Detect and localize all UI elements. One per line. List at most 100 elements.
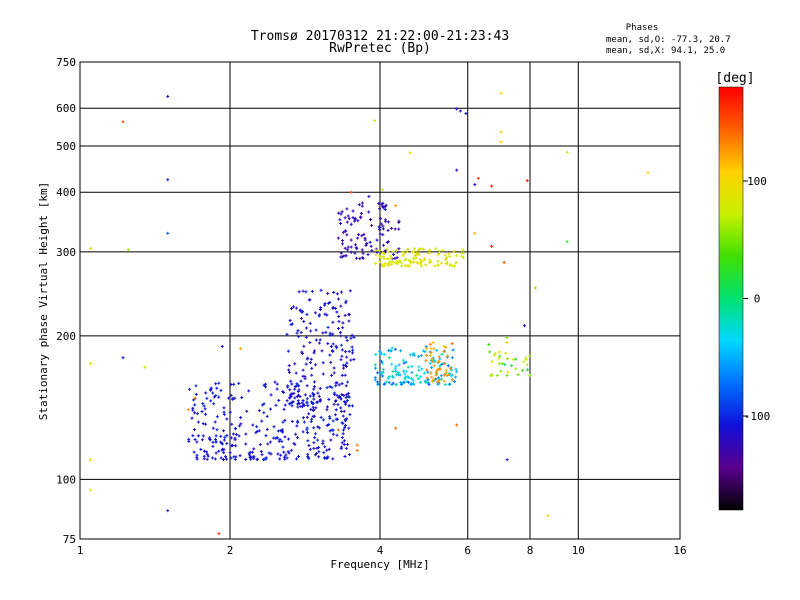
data-point <box>208 437 212 441</box>
data-point <box>406 365 410 369</box>
data-point <box>404 360 408 364</box>
data-point <box>405 380 409 384</box>
data-point <box>308 321 312 325</box>
data-point <box>126 248 130 252</box>
data-point <box>428 258 432 262</box>
data-point <box>325 423 329 427</box>
data-point <box>297 290 301 294</box>
data-point <box>317 341 321 345</box>
data-point <box>231 432 235 436</box>
data-point <box>339 397 343 401</box>
y-tick-label: 500 <box>56 140 76 153</box>
data-point <box>346 380 350 384</box>
data-point <box>498 362 502 366</box>
data-point <box>444 370 448 374</box>
data-point <box>437 381 441 385</box>
data-point <box>166 178 170 182</box>
data-point <box>321 331 325 335</box>
data-point <box>222 458 226 462</box>
data-point <box>301 374 305 378</box>
data-point <box>255 425 259 429</box>
data-point <box>309 361 313 365</box>
data-point <box>385 240 389 244</box>
data-point <box>321 361 325 365</box>
data-point <box>301 310 305 314</box>
data-point <box>306 356 310 360</box>
data-point <box>263 385 267 389</box>
data-point <box>214 451 218 455</box>
data-point <box>283 457 287 461</box>
data-point <box>416 377 420 381</box>
data-point <box>254 431 258 435</box>
data-point <box>288 388 292 392</box>
data-point <box>444 257 448 261</box>
data-point <box>351 216 355 220</box>
data-point <box>312 394 316 398</box>
data-point <box>495 373 499 377</box>
data-point <box>391 369 395 373</box>
data-point <box>494 351 498 355</box>
data-point <box>390 382 394 386</box>
data-point <box>376 371 380 375</box>
data-point <box>264 434 268 438</box>
data-point <box>427 381 431 385</box>
data-point <box>308 298 312 302</box>
data-point <box>346 245 350 249</box>
data-point <box>422 371 426 375</box>
data-point <box>436 259 440 263</box>
data-point <box>214 434 218 438</box>
data-point <box>336 428 340 432</box>
data-point <box>304 335 308 339</box>
data-point <box>374 248 378 252</box>
data-point <box>89 458 93 462</box>
data-point <box>355 247 359 251</box>
data-point <box>425 347 429 351</box>
data-point <box>201 434 205 438</box>
data-point <box>419 380 423 384</box>
data-point <box>434 377 438 381</box>
data-point <box>503 363 507 367</box>
data-point <box>212 402 216 406</box>
data-point <box>317 394 321 398</box>
data-point <box>343 216 347 220</box>
data-point <box>195 457 199 461</box>
data-point <box>310 400 314 404</box>
data-point <box>427 249 431 253</box>
data-point <box>342 254 346 258</box>
data-point <box>525 179 529 183</box>
data-point <box>321 418 325 422</box>
data-point <box>186 408 190 412</box>
data-point <box>387 348 391 352</box>
data-point <box>328 429 332 433</box>
data-point <box>435 348 439 352</box>
data-point <box>345 417 349 421</box>
data-point <box>275 436 279 440</box>
data-point <box>318 399 322 403</box>
data-point <box>451 378 455 382</box>
data-point <box>455 107 459 111</box>
data-point <box>305 415 309 419</box>
data-point <box>395 259 399 263</box>
data-point <box>329 360 333 364</box>
data-point <box>289 448 293 452</box>
data-point <box>417 253 421 257</box>
data-point <box>308 447 312 451</box>
data-point <box>397 260 401 264</box>
data-point <box>408 353 412 357</box>
data-point <box>296 454 300 458</box>
data-point <box>347 349 351 353</box>
data-point <box>237 381 241 385</box>
data-point <box>191 406 195 410</box>
data-point <box>435 369 439 373</box>
data-point <box>298 395 302 399</box>
data-point <box>284 453 288 457</box>
data-point <box>344 384 348 388</box>
data-point <box>405 249 409 253</box>
data-point <box>294 371 298 375</box>
data-point <box>337 319 341 323</box>
data-point <box>300 350 304 354</box>
data-point <box>461 248 465 252</box>
data-point <box>326 325 330 329</box>
data-point <box>498 354 502 358</box>
data-point <box>423 350 427 354</box>
